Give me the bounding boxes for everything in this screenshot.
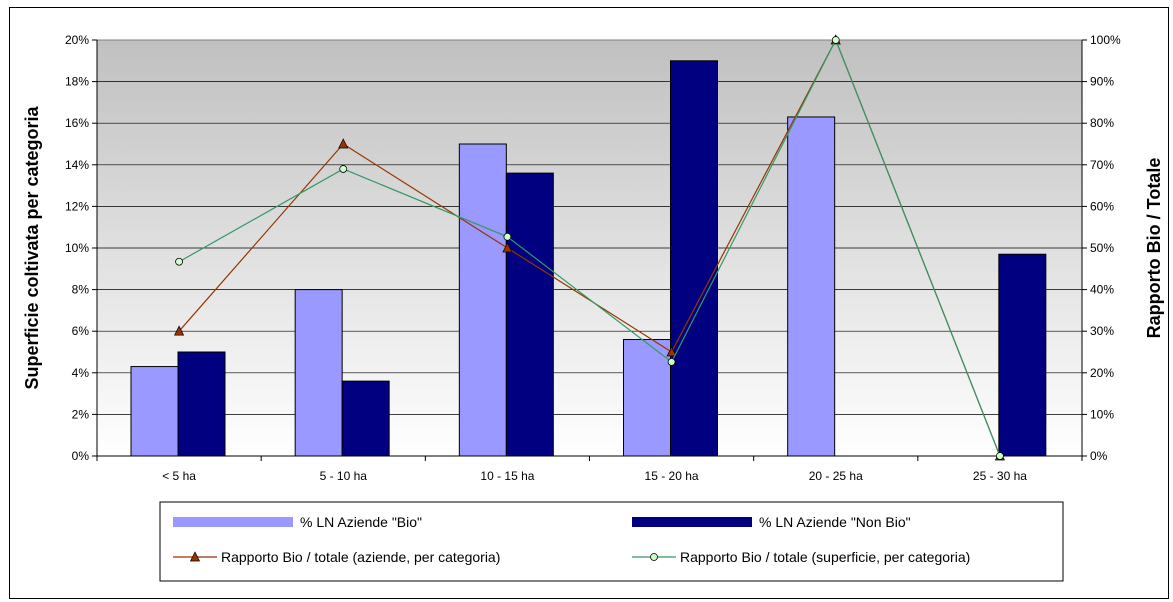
circle-marker <box>667 358 676 366</box>
bar <box>505 172 554 457</box>
y2-tick-label: 90% <box>1090 75 1114 89</box>
y-tick-label: 8% <box>72 283 90 297</box>
bar <box>787 116 836 457</box>
bars <box>130 60 1047 457</box>
x-tick-label: 20 - 25 ha <box>809 469 863 483</box>
triangle-marker <box>666 346 677 357</box>
triangle-marker <box>174 325 185 336</box>
bar <box>458 143 507 457</box>
y-tick-label: 18% <box>65 75 89 89</box>
y2-tick-label: 10% <box>1090 407 1114 421</box>
legend: % LN Aziende "Bio" % LN Aziende "Non Bio"… <box>159 501 1064 582</box>
legend-marker <box>189 551 201 562</box>
lines <box>174 34 1005 461</box>
y2-axis-title: Rapporto Bio / Totale <box>1144 158 1164 339</box>
legend-swatch <box>632 517 752 527</box>
legend-box <box>159 501 1064 582</box>
y2-tick-label: 100% <box>1090 33 1121 47</box>
circle-marker <box>503 232 512 241</box>
y2-tick-label: 0% <box>1090 449 1108 463</box>
x-tick-label: 25 - 30 ha <box>973 469 1027 483</box>
y-tick-label: 0% <box>72 449 90 463</box>
tick-labels: 0% 2% 4% 6% 8% 10% 12% 14% 16% 18% 20% 0% 10% 20% 30% 4… <box>65 33 1121 483</box>
legend-label: Rapporto Bio / totale (superficie, per c… <box>680 549 970 565</box>
axes <box>92 39 1087 461</box>
bar <box>341 380 390 457</box>
y-tick-label: 4% <box>72 366 90 380</box>
y2-tick-label: 20% <box>1090 366 1114 380</box>
circle-marker <box>996 452 1004 460</box>
legend-marker <box>650 553 658 561</box>
bar <box>294 289 343 457</box>
triangle-marker <box>502 242 513 253</box>
y2-tick-label: 80% <box>1090 116 1114 130</box>
y2-tick-label: 70% <box>1090 158 1114 172</box>
bar <box>998 253 1047 457</box>
y-tick-label: 2% <box>72 407 90 421</box>
y2-tick-label: 50% <box>1090 241 1114 255</box>
bar <box>130 366 179 457</box>
y-tick-label: 10% <box>65 241 89 255</box>
y2-tick-label: 40% <box>1090 283 1114 297</box>
circle-marker <box>175 257 183 266</box>
bar <box>177 351 226 457</box>
y-axis-title: Superficie coltivata per categoria <box>22 105 42 389</box>
y-tick-label: 20% <box>65 33 89 47</box>
legend-label: % LN Aziende "Non Bio" <box>759 514 911 530</box>
bar <box>623 339 671 457</box>
y-tick-label: 16% <box>65 116 89 130</box>
circle-marker <box>339 165 348 173</box>
x-tick-label: < 5 ha <box>162 469 196 483</box>
y2-tick-label: 60% <box>1090 199 1114 213</box>
x-tick-label: 10 - 15 ha <box>480 469 534 483</box>
y-tick-label: 6% <box>72 324 90 338</box>
series-line <box>178 38 1001 457</box>
y-tick-label: 14% <box>65 158 89 172</box>
circle-marker <box>831 36 840 44</box>
x-tick-label: 5 - 10 ha <box>320 469 368 483</box>
legend-label: % LN Aziende "Bio" <box>300 514 422 530</box>
x-tick-label: 15 - 20 ha <box>645 469 699 483</box>
y-tick-label: 12% <box>65 199 89 213</box>
y2-tick-label: 30% <box>1090 324 1114 338</box>
legend-swatch <box>173 517 293 527</box>
bar <box>670 60 718 457</box>
legend-label: Rapporto Bio / totale (aziende, per cate… <box>221 549 500 565</box>
triangle-marker <box>338 138 349 149</box>
